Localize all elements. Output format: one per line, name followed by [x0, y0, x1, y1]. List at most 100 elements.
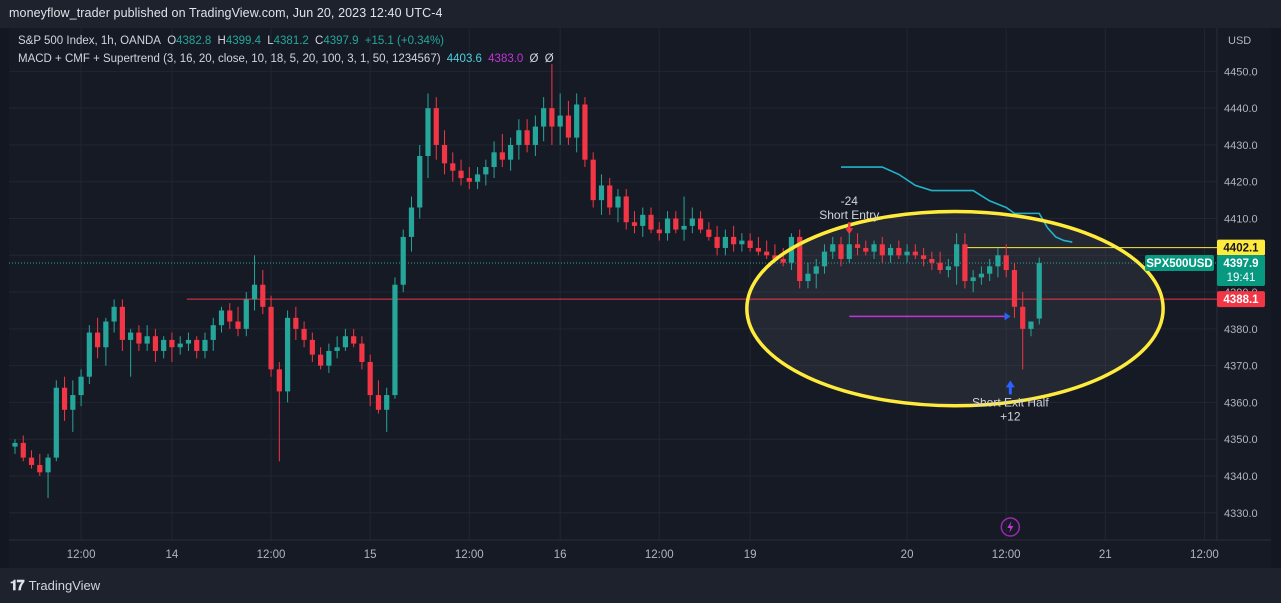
candle-body [491, 152, 497, 168]
y-tick-label: 4450.0 [1224, 66, 1258, 78]
candle-body [342, 336, 348, 348]
candle-body [912, 251, 918, 256]
candle-body [995, 255, 1001, 267]
candle-body [152, 336, 159, 351]
candle-body [185, 339, 192, 344]
candle-body [656, 229, 662, 234]
candle-body [722, 236, 728, 248]
candle-body [119, 306, 125, 340]
candle-body [871, 244, 877, 252]
symbol-name: S&P 500 Index, 1h, OANDA [18, 35, 161, 47]
candle-body [524, 130, 530, 145]
support-price-tag: 4388.1 [1223, 294, 1259, 306]
tradingview-logo[interactable]: 𝟏𝟕 TradingView [10, 577, 100, 594]
candle-body [218, 310, 225, 326]
candle-body [780, 258, 786, 263]
open-label: O [167, 35, 177, 47]
published-info: moneyflow_trader published on TradingVie… [9, 6, 443, 20]
candle-body [805, 273, 811, 282]
indicator-legend[interactable]: MACD + CMF + Supertrend (3, 16, 20, clos… [18, 53, 557, 65]
candle-body [607, 185, 613, 208]
candle-body [359, 343, 365, 362]
candle-body [764, 251, 770, 256]
candle-body [235, 321, 241, 329]
candle-body [53, 387, 59, 458]
candle-body [879, 244, 885, 256]
y-tick-label: 4360.0 [1224, 397, 1258, 409]
candle-body [549, 108, 555, 127]
candle-body [28, 457, 35, 465]
x-tick-label: 16 [554, 549, 567, 561]
candle-body [813, 266, 819, 274]
change-value: +15.1 (+0.34%) [364, 35, 445, 47]
candle-body [631, 222, 638, 226]
candle-body [483, 167, 489, 175]
candle-body [821, 251, 828, 267]
y-tick-label: 4420.0 [1224, 177, 1258, 189]
candle-body [772, 255, 778, 259]
currency-label: USD [1228, 35, 1251, 47]
candle-body [128, 332, 134, 340]
close-value: 4397.9 [323, 35, 359, 47]
lightning-bolt-icon [1007, 521, 1014, 533]
candle-body [598, 185, 605, 201]
candle-body [846, 244, 852, 259]
candle-body [243, 299, 249, 329]
candle-body [425, 108, 431, 156]
candle-body [615, 196, 621, 208]
support-price-tag-bg [1217, 291, 1265, 308]
candle-body [681, 225, 687, 230]
entry-label: Short Entry [819, 208, 879, 222]
current-price-bg [1217, 255, 1265, 287]
open-value: 4382.8 [176, 35, 212, 47]
candle-body [177, 343, 183, 348]
candle-body [210, 325, 216, 340]
candle-body [45, 457, 51, 473]
symbol-legend[interactable]: S&P 500 Index, 1h, OANDA O4382.8 H4399.4… [18, 35, 447, 47]
candle-body [648, 214, 654, 230]
candle-body [978, 273, 985, 278]
candle-body [582, 104, 588, 160]
entry-value: -24 [841, 194, 859, 208]
candle-body [78, 376, 84, 396]
x-tick-label: 15 [364, 549, 377, 561]
x-tick-label: 12:00 [992, 549, 1021, 561]
high-label: H [217, 35, 226, 47]
candle-body [532, 126, 538, 145]
candle-body [739, 240, 745, 245]
candle-body [1036, 263, 1042, 319]
candle-body [590, 159, 596, 201]
candle-body [144, 336, 150, 344]
candle-body [508, 144, 514, 160]
chart-frame[interactable] [9, 28, 1271, 568]
candle-body [541, 108, 547, 127]
candle-body [747, 240, 753, 248]
candle-body [896, 247, 902, 256]
indicator-value-3: Ø [529, 53, 539, 65]
candle-body [227, 310, 233, 322]
y-tick-label: 4370.0 [1224, 361, 1258, 373]
candle-body [326, 350, 332, 366]
y-tick-label: 4380.0 [1224, 324, 1258, 336]
candle-body [755, 247, 761, 252]
candle-body [61, 387, 68, 410]
candle-body [309, 339, 315, 355]
candle-body [111, 306, 117, 322]
candle-body [276, 369, 282, 392]
publish-bar [0, 0, 1281, 28]
x-tick-label: 21 [1099, 549, 1112, 561]
candle-body [1003, 255, 1009, 271]
candle-body [301, 328, 307, 340]
brand-name: TradingView [28, 578, 101, 593]
exit-value: +12 [1000, 409, 1021, 423]
candle-body [375, 395, 382, 410]
candle-body [887, 247, 894, 256]
candle-body [838, 244, 844, 259]
candle-body [714, 236, 720, 248]
candle-body [962, 244, 968, 282]
candle-body [284, 317, 291, 392]
candle-body [516, 130, 522, 145]
resistance-price-tag: 4402.1 [1223, 243, 1259, 255]
candle-body [466, 178, 472, 182]
